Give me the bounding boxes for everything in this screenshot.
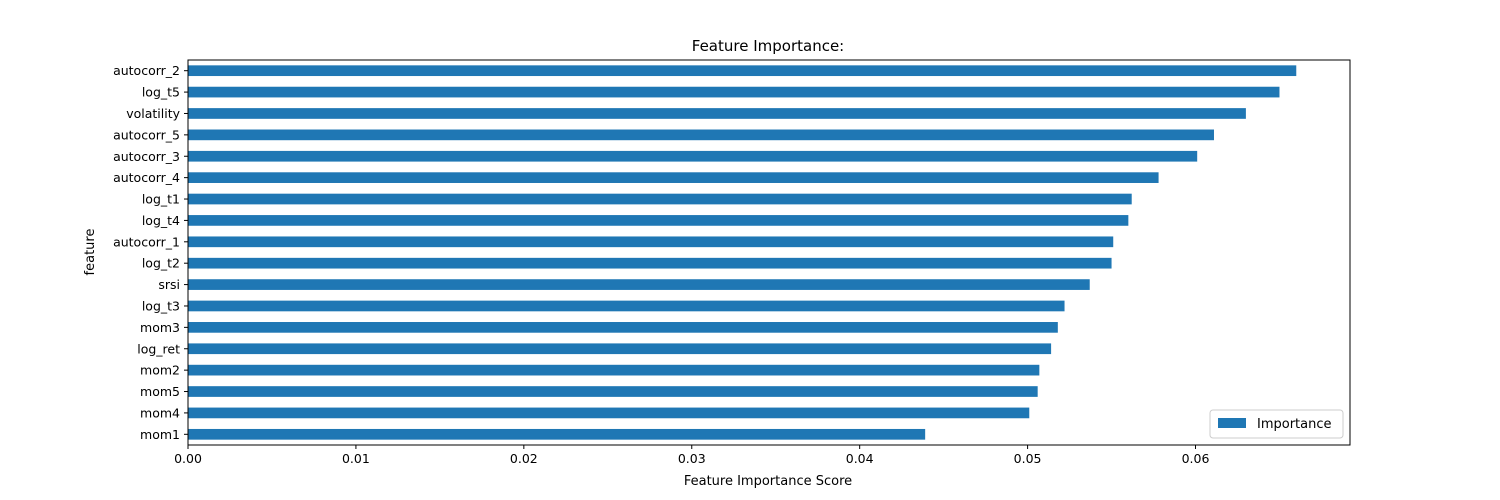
bar-log_t1 bbox=[188, 193, 1132, 205]
legend-swatch bbox=[1218, 418, 1246, 428]
y-axis-ticks: autocorr_2 log_t5 volatility autocorr_5auto… bbox=[113, 63, 188, 442]
y-tick-label: autocorr_1 bbox=[113, 234, 180, 249]
bar-srsi bbox=[188, 279, 1090, 290]
x-tick-label: 0.00 bbox=[174, 451, 202, 466]
chart-title: Feature Importance: bbox=[692, 37, 844, 55]
x-tick-label: 0.04 bbox=[846, 451, 874, 466]
bar-volatility bbox=[188, 108, 1246, 119]
x-axis-ticks: 0.00 0.01 0.02 0.03 0.04 0.05 0.06 bbox=[174, 445, 1209, 466]
bar-log_t4 bbox=[188, 215, 1129, 226]
y-tick-label: log_t1 bbox=[142, 192, 180, 207]
y-axis-title: feature bbox=[83, 229, 98, 276]
bar-mom1 bbox=[188, 428, 926, 440]
bar-autocorr_5 bbox=[188, 129, 1214, 141]
bar-mom2 bbox=[188, 364, 1040, 376]
x-tick-label: 0.02 bbox=[510, 451, 538, 466]
y-tick-label: log_t4 bbox=[142, 213, 180, 228]
y-tick-label: mom1 bbox=[140, 427, 180, 442]
x-axis-title: Feature Importance Score bbox=[684, 474, 852, 489]
bar-autocorr_3 bbox=[188, 150, 1198, 162]
bar-mom4 bbox=[188, 407, 1030, 419]
y-tick-label: autocorr_4 bbox=[113, 170, 180, 185]
x-tick-label: 0.06 bbox=[1182, 451, 1210, 466]
x-tick-label: 0.03 bbox=[678, 451, 706, 466]
x-tick-label: 0.05 bbox=[1014, 451, 1042, 466]
x-tick-label: 0.01 bbox=[342, 451, 370, 466]
bar-log_t5 bbox=[188, 86, 1280, 98]
y-tick-label: mom2 bbox=[140, 363, 180, 378]
bar-log_t3 bbox=[188, 300, 1065, 312]
y-tick-label: mom3 bbox=[140, 320, 180, 335]
legend-box bbox=[1209, 409, 1344, 439]
bar-mom5 bbox=[188, 386, 1038, 397]
bar-autocorr_4 bbox=[188, 172, 1159, 183]
legend-label: Importance bbox=[1257, 417, 1332, 432]
y-tick-label: volatility bbox=[126, 106, 180, 121]
y-tick-label: autocorr_3 bbox=[113, 149, 180, 164]
legend: Importance bbox=[1209, 409, 1344, 439]
y-tick-label: autocorr_2 bbox=[113, 63, 180, 78]
y-tick-label: log_t5 bbox=[142, 85, 180, 100]
bar-log_ret bbox=[188, 343, 1052, 355]
y-tick-label: log_ret bbox=[137, 341, 180, 356]
y-tick-label: log_t3 bbox=[142, 298, 180, 313]
bar-log_t2 bbox=[188, 257, 1112, 269]
y-tick-label: mom4 bbox=[140, 405, 180, 420]
bar-autocorr_2 bbox=[188, 65, 1297, 77]
y-tick-label: srsi bbox=[158, 277, 180, 292]
bar-mom3 bbox=[188, 322, 1058, 333]
y-tick-label: autocorr_5 bbox=[113, 127, 180, 142]
y-tick-label: log_t2 bbox=[142, 256, 180, 271]
bar-autocorr_1 bbox=[188, 236, 1114, 248]
bars-layer bbox=[188, 65, 1297, 440]
y-tick-label: mom5 bbox=[140, 384, 180, 399]
plot-frame bbox=[187, 59, 1351, 446]
